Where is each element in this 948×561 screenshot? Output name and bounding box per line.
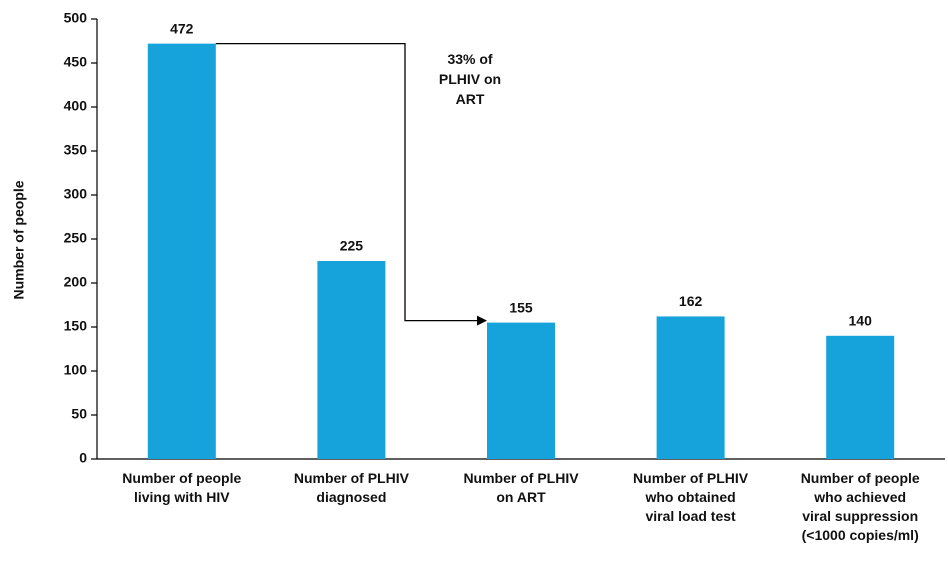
y-tick-label: 200 [64, 274, 88, 290]
bar [656, 316, 725, 459]
bar [487, 322, 555, 459]
value-label: 140 [849, 313, 873, 329]
y-tick-label: 250 [64, 230, 88, 246]
annotation: 33% of PLHIV on ART [439, 51, 501, 107]
value-label: 155 [509, 299, 533, 315]
y-tick-label: 500 [64, 10, 88, 26]
y-tick-label: 150 [64, 318, 88, 334]
y-tick-label: 450 [64, 54, 88, 70]
arrow-head [477, 315, 487, 326]
y-tick-label: 400 [64, 98, 88, 114]
y-axis-label: Number of people [11, 180, 27, 299]
value-label: 472 [170, 20, 194, 36]
value-label: 162 [679, 293, 703, 309]
x-tick-label: Number of people who achieved viral suppre… [801, 470, 920, 543]
y-tick-label: 300 [64, 186, 88, 202]
value-label: 225 [340, 238, 364, 254]
y-tick-label: 50 [71, 406, 87, 422]
x-tick-label: Number of PLHIV diagnosed [294, 470, 410, 505]
y-tick-label: 0 [79, 450, 87, 466]
bar [147, 43, 216, 459]
bar [826, 335, 895, 459]
y-tick-label: 100 [64, 362, 88, 378]
x-tick-label: Number of PLHIV who obtained viral load te… [633, 470, 749, 524]
y-tick-label: 350 [64, 142, 88, 158]
x-tick-label: Number of PLHIV on ART [463, 470, 579, 505]
x-tick-label: Number of people living with HIV [122, 470, 241, 505]
annotation-arrow [215, 42, 479, 322]
bar [317, 261, 386, 459]
